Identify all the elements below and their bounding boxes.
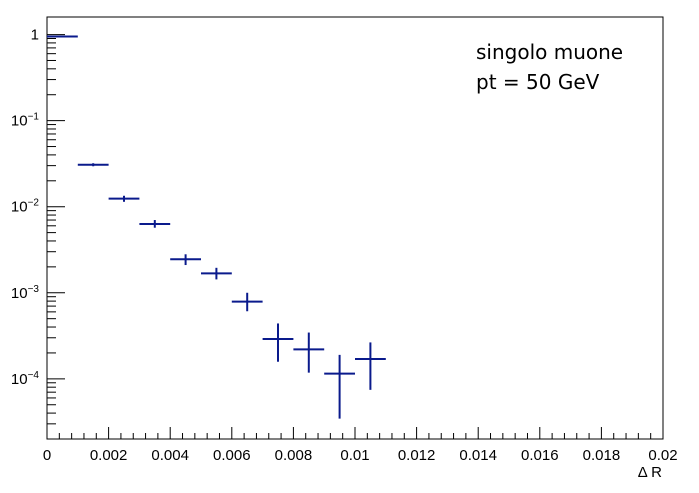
data-point bbox=[201, 267, 232, 280]
x-tick-label: 0.018 bbox=[583, 447, 621, 464]
data-point bbox=[293, 332, 325, 373]
data-point bbox=[262, 323, 294, 362]
y-tick-label: 10−1 bbox=[11, 112, 40, 130]
data-point bbox=[231, 292, 263, 312]
x-tick-label: 0.012 bbox=[398, 447, 436, 464]
data-point bbox=[170, 254, 201, 266]
data-point bbox=[77, 163, 109, 167]
annotation-line-1: singolo muone bbox=[476, 40, 623, 64]
x-tick-label: 0.014 bbox=[459, 447, 497, 464]
x-axis-ticks bbox=[46, 427, 664, 439]
x-tick-label: 0.016 bbox=[521, 447, 559, 464]
annotation-line-2: pt = 50 GeV bbox=[476, 70, 600, 94]
y-axis-ticks bbox=[47, 34, 65, 440]
y-tick-label: 1 bbox=[31, 27, 39, 44]
data-point bbox=[108, 195, 140, 202]
x-tick-label: 0.002 bbox=[90, 447, 128, 464]
y-tick-label: 10−4 bbox=[11, 370, 40, 388]
x-tick-label: 0.004 bbox=[151, 447, 189, 464]
y-tick-label: 10−3 bbox=[11, 284, 40, 302]
x-axis-label: Δ R bbox=[638, 464, 662, 481]
y-axis-tick-labels: 1 10−1 10−2 10−3 10−4 bbox=[11, 27, 40, 388]
data-point bbox=[355, 342, 386, 390]
data-point bbox=[324, 354, 355, 419]
x-tick-label: 0.02 bbox=[648, 447, 677, 464]
x-tick-label: 0.006 bbox=[213, 447, 251, 464]
data-point bbox=[139, 220, 171, 228]
x-axis-tick-labels: 0 0.002 0.004 0.006 0.008 0.01 0.012 0.014 0.016… bbox=[43, 447, 678, 464]
x-tick-label: 0.01 bbox=[340, 447, 369, 464]
x-tick-label: 0.008 bbox=[275, 447, 313, 464]
data-points bbox=[47, 35, 386, 419]
y-tick-label: 10−2 bbox=[11, 198, 40, 216]
x-tick-label: 0 bbox=[43, 447, 51, 464]
